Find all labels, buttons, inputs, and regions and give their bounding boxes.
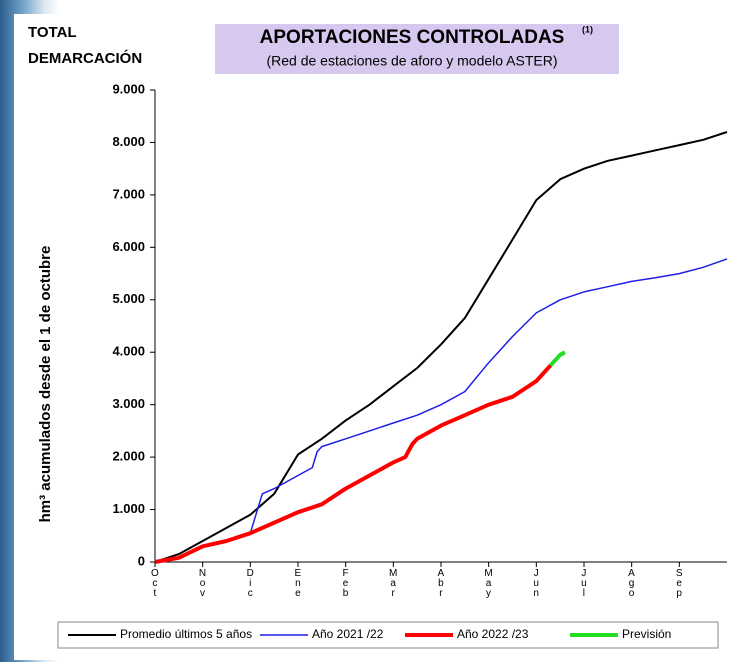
corner-title: DEMARCACIÓN xyxy=(28,49,142,67)
title-note: (1) xyxy=(582,24,593,34)
x-tick-label: Ago xyxy=(626,568,637,598)
subtitle: (Red de estaciones de aforo y modelo AST… xyxy=(266,53,557,69)
y-tick-label: 7.000 xyxy=(112,186,145,201)
y-tick-label: 3.000 xyxy=(112,396,145,411)
y-tick-label: 6.000 xyxy=(112,239,145,254)
chart-title: APORTACIONES CONTROLADAS xyxy=(260,27,565,48)
x-tick-label: Jun xyxy=(531,568,542,598)
legend-label: Año 2022 /23 xyxy=(457,627,529,641)
y-tick-label: 9.000 xyxy=(112,81,145,96)
y-tick-label: 8.000 xyxy=(112,134,145,149)
x-tick-label: Dic xyxy=(245,568,256,598)
legend-label: Año 2021 /22 xyxy=(312,627,384,641)
legend-label: Promedio últimos 5 años xyxy=(120,627,252,641)
y-tick-label: 4.000 xyxy=(112,344,145,359)
y-axis-label: hm³ acumulados desde el 1 de octubre xyxy=(37,246,54,523)
panel xyxy=(14,14,742,660)
x-tick-label: May xyxy=(483,568,494,598)
x-tick-label: Oct xyxy=(149,568,160,598)
y-tick-label: 5.000 xyxy=(112,291,145,306)
x-tick-label: Mar xyxy=(388,568,399,598)
y-tick-label: 1.000 xyxy=(112,501,145,516)
x-tick-label: Sep xyxy=(674,568,685,598)
y-tick-label: 2.000 xyxy=(112,449,145,464)
x-tick-label: Jul xyxy=(578,568,589,598)
y-tick-label: 0 xyxy=(138,553,145,568)
x-tick-label: Nov xyxy=(197,568,208,598)
x-tick-label: Ene xyxy=(292,568,303,598)
chart: TOTAL DEMARCACIÓN APORTACIONES CONTROLAD… xyxy=(0,0,747,662)
x-tick-label: Abr xyxy=(435,568,446,598)
legend-label: Previsión xyxy=(622,627,671,641)
x-tick-label: Feb xyxy=(340,568,351,598)
corner-title: TOTAL xyxy=(28,24,77,41)
